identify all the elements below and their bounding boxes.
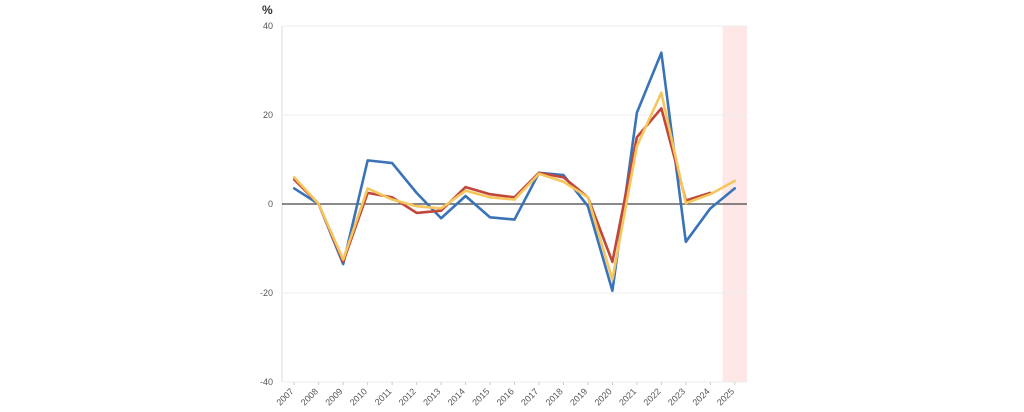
x-tick-label: 2013 [421,386,442,407]
x-tick-label: 2018 [544,386,565,407]
x-tick-label: 2012 [397,386,418,407]
x-tick-label: 2016 [495,386,516,407]
series-line-1 [292,51,737,293]
series-line-3 [292,91,737,281]
x-tick-label: 2010 [348,386,369,407]
x-tick-label: 2007 [274,386,295,407]
x-tick-label: 2019 [568,386,589,407]
x-tick-labels: 2007 2008 2009 2010 2011 2012 2013 2014 2015 2016… [274,382,736,408]
x-tick-label: 2014 [446,386,467,407]
x-tick-label: 2024 [690,386,711,407]
x-tick-label: 2009 [323,386,344,407]
y-tick-labels: 40 20 0 -20 -40 [260,21,273,387]
x-tick-label: 2023 [666,386,687,407]
x-tick-label: 2021 [617,386,638,407]
x-tick-label: 2011 [373,386,394,407]
x-tick-label: 2008 [299,386,320,407]
y-tick-label: 20 [263,110,273,120]
x-tick-label: 2022 [642,386,663,407]
y-tick-label: -40 [260,377,273,387]
series-layer [292,51,737,293]
x-tick-label: 2015 [470,386,491,407]
y-unit-label: % [262,3,273,17]
x-tick-label: 2020 [593,386,614,407]
series-line-2 [292,107,712,264]
y-tick-label: 40 [263,21,273,31]
x-tick-label: 2025 [715,386,736,407]
x-tick-label: 2017 [519,386,540,407]
y-tick-label: -20 [260,288,273,298]
y-tick-label: 0 [268,199,273,209]
